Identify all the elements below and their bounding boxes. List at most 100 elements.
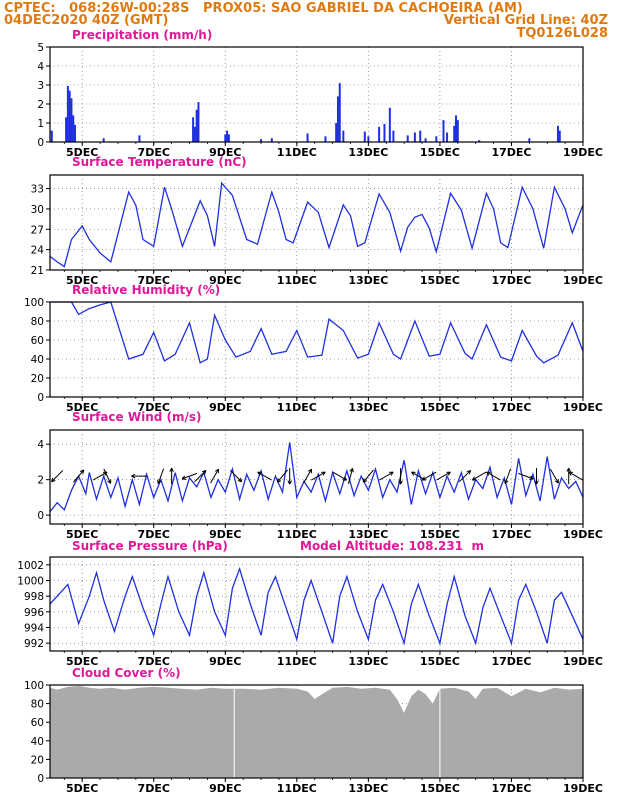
x-tick-label: 15DEC xyxy=(420,655,460,668)
y-tick-label: 996 xyxy=(24,607,44,619)
y-tick-label: 100 xyxy=(24,680,44,692)
y-tick-label: 0 xyxy=(37,137,44,149)
precip-bar xyxy=(383,123,386,142)
x-tick-label: 17DEC xyxy=(491,146,531,159)
y-tick-label: 4 xyxy=(37,61,44,73)
x-tick-label: 15DEC xyxy=(420,274,460,287)
panel-frame xyxy=(49,556,584,652)
x-tick-label: 15DEC xyxy=(420,782,460,795)
x-tick-label: 19DEC xyxy=(563,528,603,541)
wind-arrow-head xyxy=(107,479,112,484)
station-header: CPTEC: 068:26W-00:28S PROX05: SAO GABRIE… xyxy=(4,1,523,16)
x-tick-label: 9DEC xyxy=(209,782,241,795)
panel-frame xyxy=(49,429,584,525)
y-tick-label: 80 xyxy=(31,316,44,328)
wind-arrow xyxy=(549,468,559,484)
wind-arrow-shaft xyxy=(332,471,347,481)
x-tick-label: 11DEC xyxy=(277,401,317,414)
wind-arrow-head xyxy=(471,476,477,481)
wind-arrow xyxy=(103,468,112,484)
wind-arrow-head xyxy=(131,473,136,479)
wind-arrow-head xyxy=(362,478,368,483)
y-tick-label: 1002 xyxy=(17,560,44,572)
x-tick-label: 13DEC xyxy=(348,782,388,795)
precip-bar xyxy=(324,136,327,142)
y-tick-label: 3 xyxy=(37,80,44,92)
precip-bar xyxy=(342,130,345,142)
model-id: TQ0126L028 xyxy=(516,26,608,41)
x-tick-label: 11DEC xyxy=(277,782,317,795)
wind-arrow xyxy=(169,467,174,485)
precip-bar xyxy=(195,109,198,142)
x-tick-label: 19DEC xyxy=(563,401,603,414)
y-tick-label: 2 xyxy=(37,99,44,111)
x-tick-label: 13DEC xyxy=(348,401,388,414)
wind-arrow xyxy=(458,469,472,483)
wind-arrow-shaft xyxy=(257,471,272,481)
x-tick-label: 17DEC xyxy=(491,401,531,414)
y-tick-label: 4 xyxy=(37,439,44,451)
x-tick-label: 11DEC xyxy=(277,528,317,541)
wind-arrow-head xyxy=(421,476,427,481)
x-tick-label: 5DEC xyxy=(66,528,98,541)
wind-arrow-shaft xyxy=(504,468,512,484)
panel-5: 5DEC 7DEC 9DEC 11DEC 13DEC 15DEC 17DEC 19DEC 0 20… xyxy=(24,680,603,795)
precip-bar xyxy=(556,125,559,142)
series-line xyxy=(49,566,584,646)
wind-arrow-head xyxy=(446,471,451,476)
wind-arrow-shaft xyxy=(51,470,64,483)
panel-3: 5DEC 7DEC 9DEC 11DEC 13DEC 15DEC 17DEC 19DEC 0 2 4 xyxy=(37,429,603,541)
wind-arrow-shaft xyxy=(194,470,207,483)
x-tick-label: 11DEC xyxy=(277,655,317,668)
y-tick-label: 1 xyxy=(37,118,44,130)
y-tick-label: 80 xyxy=(31,699,44,711)
panel-1: 5DEC 7DEC 9DEC 11DEC 13DEC 15DEC 17DEC 19DEC 21 2… xyxy=(31,174,603,287)
y-tick-label: 992 xyxy=(24,638,44,650)
y-tick-label: 0 xyxy=(37,510,44,522)
y-tick-label: 0 xyxy=(37,773,44,785)
wind-arrow-head xyxy=(214,468,220,474)
panel-2: 5DEC 7DEC 9DEC 11DEC 13DEC 15DEC 17DEC 19DEC 0 20… xyxy=(24,297,603,414)
wind-arrow-shaft xyxy=(276,469,289,483)
wind-arrow-head xyxy=(349,468,354,473)
precip-bar xyxy=(65,117,68,142)
precip-bar xyxy=(192,117,195,142)
precip-bar xyxy=(66,85,69,142)
wind-arrow-shaft xyxy=(486,471,501,481)
wind-arrow xyxy=(347,468,354,484)
x-tick-label: 19DEC xyxy=(563,274,603,287)
wind-arrow-shaft xyxy=(422,471,437,481)
y-tick-label: 33 xyxy=(31,184,44,196)
wind-arrow xyxy=(311,471,326,481)
cloud-area xyxy=(50,685,583,778)
x-tick-label: 9DEC xyxy=(209,274,241,287)
wind-arrow-shaft xyxy=(181,472,198,480)
precip-bar xyxy=(528,138,531,142)
y-tick-label: 60 xyxy=(31,717,44,729)
wind-title: Surface Wind (m/s) xyxy=(72,410,202,424)
wind-arrow-head xyxy=(486,471,491,476)
wind-arrow xyxy=(332,471,348,481)
x-tick-label: 7DEC xyxy=(138,655,170,668)
wind-arrow-head xyxy=(51,477,56,483)
precip-bar xyxy=(138,135,141,142)
x-tick-label: 13DEC xyxy=(348,146,388,159)
precip-bar xyxy=(226,130,229,142)
panel-frame xyxy=(49,174,584,271)
precip-bar xyxy=(446,132,449,142)
x-tick-label: 15DEC xyxy=(420,401,460,414)
wind-arrow-head xyxy=(201,469,207,475)
wind-arrow xyxy=(534,468,539,485)
wind-arrow xyxy=(73,469,85,483)
x-tick-label: 7DEC xyxy=(138,528,170,541)
y-tick-label: 1000 xyxy=(17,576,44,588)
x-tick-label: 9DEC xyxy=(209,655,241,668)
wind-arrow-head xyxy=(321,471,326,476)
y-tick-label: 994 xyxy=(24,623,44,635)
y-tick-label: 27 xyxy=(31,224,44,236)
wind-arrow xyxy=(303,468,313,484)
pressure-title: Surface Pressure (hPa) xyxy=(72,539,228,553)
cloud-title: Cloud Cover (%) xyxy=(72,666,181,680)
wind-arrow-head xyxy=(307,468,313,474)
